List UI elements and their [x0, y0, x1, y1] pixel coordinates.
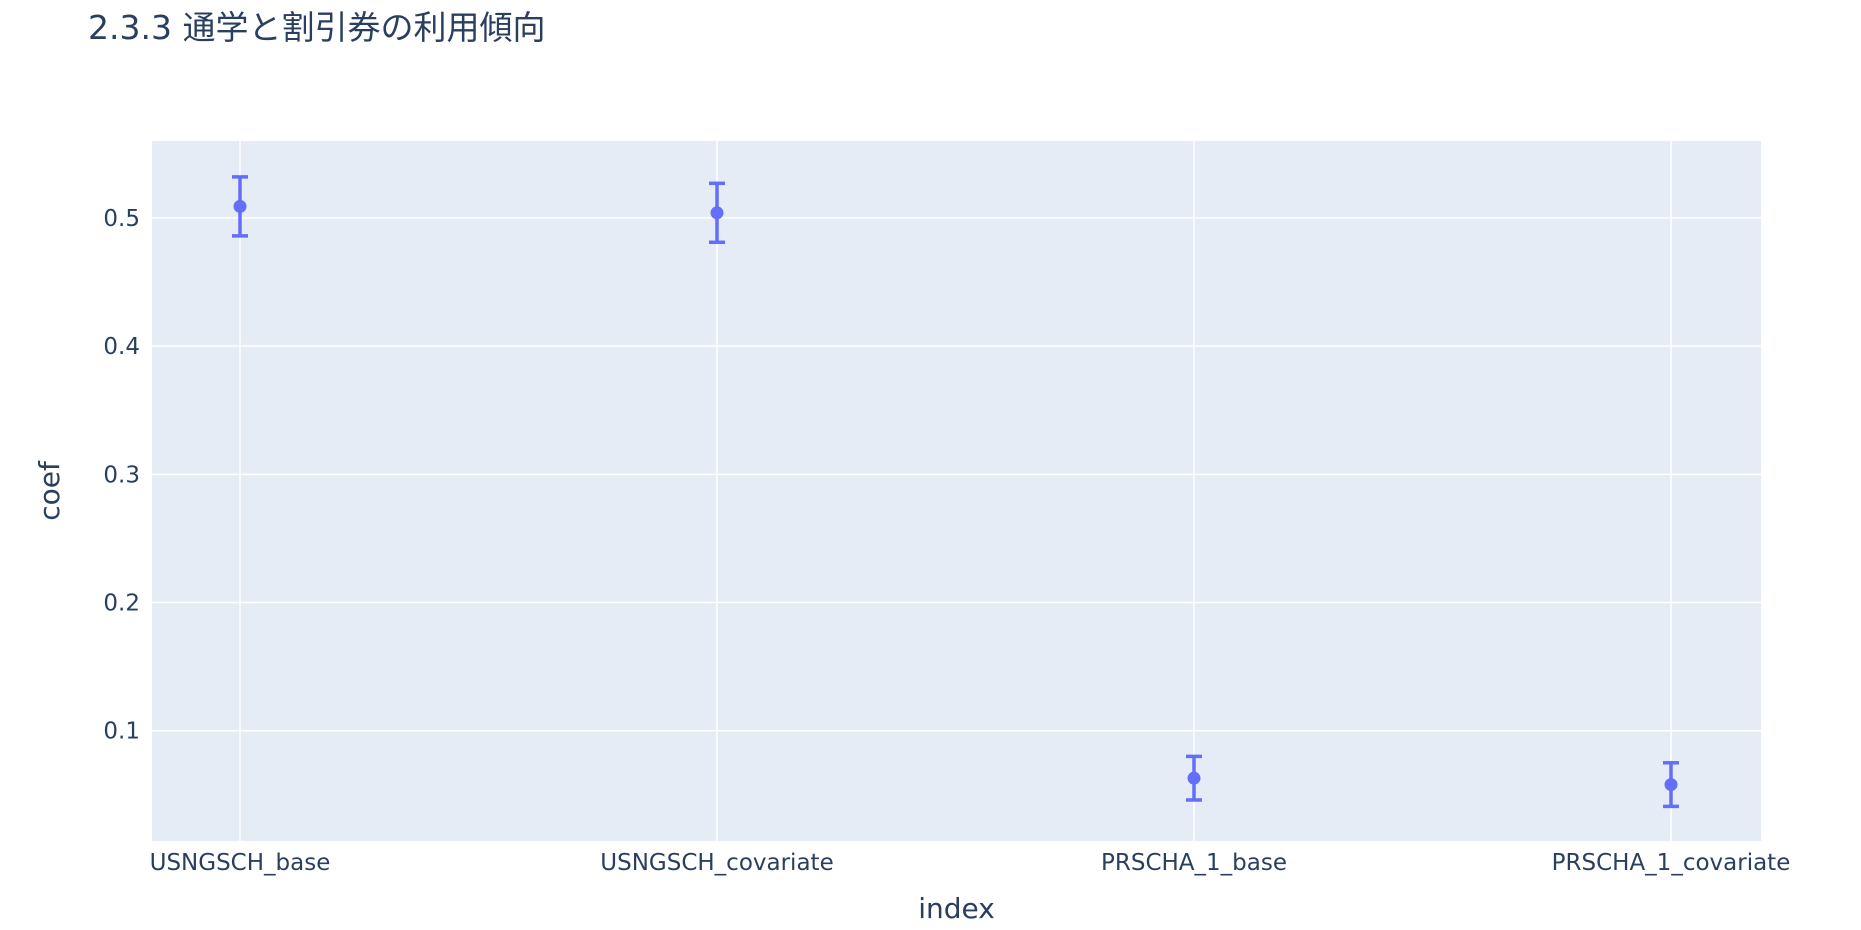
- y-tick-labels: 0.1 0.2 0.3 0.4 0.5: [103, 206, 140, 745]
- y-tick-label: 0.3: [103, 462, 140, 488]
- series-coef: [232, 175, 1679, 809]
- chart-title: 2.3.3 通学と割引券の利用傾向: [88, 8, 546, 47]
- x-tick-label: USNGSCH_base: [150, 850, 331, 876]
- y-tick-label: 0.2: [103, 591, 140, 617]
- error-bar-group: [709, 181, 725, 245]
- data-point: [1664, 778, 1678, 792]
- error-bar-group: [1663, 761, 1679, 809]
- x-tick-label: PRSCHA_1_covariate: [1552, 850, 1791, 876]
- data-point: [233, 199, 247, 213]
- error-bar-group: [232, 175, 248, 238]
- error-bar-group: [1186, 754, 1202, 802]
- plot-background: [152, 141, 1761, 841]
- y-tick-label: 0.4: [103, 334, 140, 360]
- x-tick-labels: USNGSCH_base USNGSCH_covariate PRSCHA_1_ba…: [150, 850, 1791, 876]
- y-axis-title: coef: [33, 460, 66, 521]
- x-axis-title: index: [918, 892, 995, 925]
- x-tick-label: USNGSCH_covariate: [600, 850, 833, 876]
- grid-lines: [152, 141, 1761, 841]
- x-tick-label: PRSCHA_1_base: [1101, 850, 1287, 876]
- y-tick-label: 0.1: [103, 719, 140, 745]
- y-tick-label: 0.5: [103, 206, 140, 232]
- data-point: [1187, 771, 1201, 785]
- data-point: [710, 206, 724, 220]
